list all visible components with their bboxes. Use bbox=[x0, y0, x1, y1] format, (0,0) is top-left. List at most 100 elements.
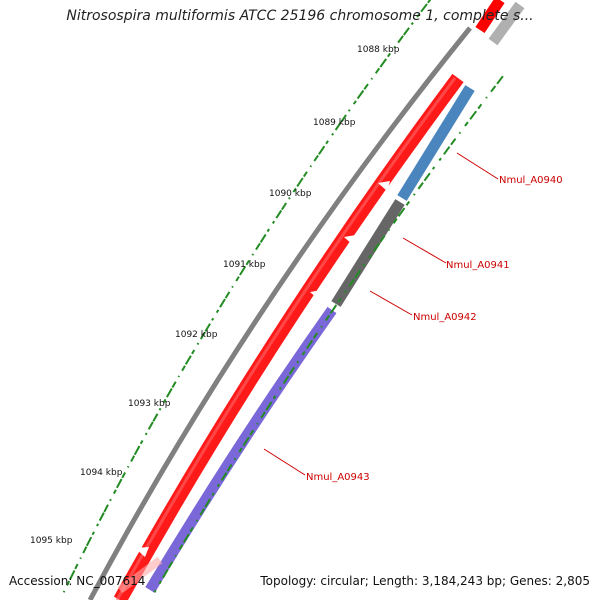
gc-mark bbox=[79, 557, 82, 560]
gc-mark bbox=[199, 331, 206, 340]
gc-mark bbox=[397, 35, 404, 44]
gc-mark bbox=[340, 114, 347, 123]
gc-mark bbox=[177, 375, 180, 378]
gc-mark bbox=[74, 563, 79, 570]
gene-Nmul_A0943[interactable] bbox=[145, 306, 337, 593]
gc-mark bbox=[356, 89, 365, 100]
gc-mark bbox=[152, 413, 159, 422]
gene-Nmul_A0941[interactable] bbox=[331, 199, 405, 307]
gc-mark bbox=[405, 200, 411, 206]
gc-mark bbox=[469, 110, 477, 120]
gc-mark bbox=[362, 263, 366, 267]
gc-mark bbox=[393, 45, 397, 49]
gc-mark bbox=[288, 366, 296, 375]
gc-mark bbox=[66, 580, 71, 586]
gc-mark bbox=[312, 332, 319, 339]
gc-mark bbox=[121, 472, 126, 479]
gc-content-track bbox=[62, 0, 432, 593]
gene-label-Nmul_A0943[interactable]: Nmul_A0943 bbox=[306, 472, 370, 483]
gc-mark bbox=[410, 22, 414, 26]
gene-label-Nmul_A0941[interactable]: Nmul_A0941 bbox=[446, 260, 510, 271]
gc-mark bbox=[296, 177, 304, 187]
gc-mark bbox=[69, 569, 76, 580]
gene-label-Nmul_A0940[interactable]: Nmul_A0940 bbox=[499, 175, 563, 186]
tick-label: 1093 kbp bbox=[128, 399, 171, 409]
gc-mark bbox=[133, 445, 141, 456]
gc-mark bbox=[438, 157, 442, 162]
gc-mark bbox=[113, 489, 117, 495]
gc-mark bbox=[211, 492, 215, 497]
gc-mark bbox=[195, 519, 199, 522]
gene-Nmul_A0940[interactable] bbox=[397, 85, 475, 201]
top-grey-segment bbox=[488, 1, 525, 46]
gc-mark bbox=[329, 304, 338, 314]
gc-mark bbox=[162, 568, 169, 579]
gc-mark bbox=[251, 253, 255, 256]
gc-mark bbox=[379, 58, 388, 68]
gc-mark bbox=[288, 196, 291, 200]
gc-mark bbox=[348, 278, 355, 287]
gc-mark bbox=[313, 154, 319, 162]
gc-mark bbox=[189, 526, 194, 533]
backbone-arc bbox=[87, 26, 472, 600]
gc-mark bbox=[260, 411, 266, 419]
gc-mark bbox=[352, 100, 357, 105]
tick-label: 1094 kbp bbox=[80, 468, 123, 478]
gc-mark bbox=[431, 166, 436, 170]
gc-mark bbox=[153, 589, 157, 593]
forward-strand-track bbox=[113, 73, 464, 600]
gc-mark bbox=[98, 512, 105, 522]
gc-mark bbox=[379, 235, 386, 243]
kbp-tick-labels: 1088 kbp 1089 kbp 1090 kbp 1091 kbp 1092… bbox=[30, 45, 400, 546]
gc-mark bbox=[259, 233, 267, 243]
tick-label: 1092 kbp bbox=[175, 330, 218, 340]
tick-label: 1088 kbp bbox=[357, 45, 400, 55]
gc-mark bbox=[368, 254, 372, 259]
gc-mark bbox=[215, 309, 220, 314]
gc-mark bbox=[226, 463, 233, 472]
tick-label: 1090 kbp bbox=[269, 189, 312, 199]
reverse-gc-track bbox=[153, 75, 504, 593]
gc-mark bbox=[238, 447, 243, 453]
gc-mark bbox=[305, 339, 314, 350]
gc-mark bbox=[477, 103, 483, 110]
gc-mark bbox=[196, 342, 200, 346]
gc-mark bbox=[397, 207, 406, 217]
gc-mark bbox=[496, 75, 504, 85]
gc-mark bbox=[62, 590, 66, 593]
gc-mark bbox=[320, 325, 323, 328]
gc-mark bbox=[417, 182, 424, 190]
gc-mark bbox=[158, 407, 162, 411]
gc-mark bbox=[116, 478, 123, 489]
gc-mark bbox=[178, 544, 184, 550]
gc-mark bbox=[413, 193, 416, 196]
gc-mark bbox=[158, 580, 162, 585]
gc-mark bbox=[242, 436, 250, 447]
gc-mark bbox=[347, 109, 351, 112]
gc-mark bbox=[334, 122, 342, 131]
forward-strand-highlight bbox=[115, 77, 457, 600]
gc-mark bbox=[485, 96, 488, 99]
gene-callouts: Nmul_A0940 Nmul_A0941 Nmul_A0942 Nmul_A0… bbox=[263, 152, 563, 483]
top-red-segment bbox=[475, 0, 505, 34]
gc-mark bbox=[235, 276, 240, 282]
gc-mark bbox=[249, 429, 255, 436]
gc-mark bbox=[231, 285, 234, 289]
gene-label-Nmul_A0942[interactable]: Nmul_A0942 bbox=[413, 312, 477, 323]
gc-mark bbox=[318, 145, 326, 155]
gc-mark bbox=[162, 398, 167, 404]
gc-mark bbox=[130, 455, 136, 462]
gc-mark bbox=[174, 554, 177, 558]
gc-mark bbox=[372, 242, 381, 252]
gc-mark bbox=[278, 386, 282, 390]
gc-mark bbox=[354, 269, 362, 279]
gc-mark bbox=[147, 421, 154, 430]
gc-mark bbox=[281, 202, 288, 211]
gc-mark bbox=[324, 314, 331, 322]
gc-mark bbox=[302, 171, 308, 178]
gc-mark bbox=[282, 375, 290, 384]
gc-mark bbox=[427, 0, 432, 4]
gc-mark bbox=[420, 3, 428, 13]
gc-mark bbox=[255, 242, 261, 251]
gc-mark bbox=[344, 290, 347, 293]
